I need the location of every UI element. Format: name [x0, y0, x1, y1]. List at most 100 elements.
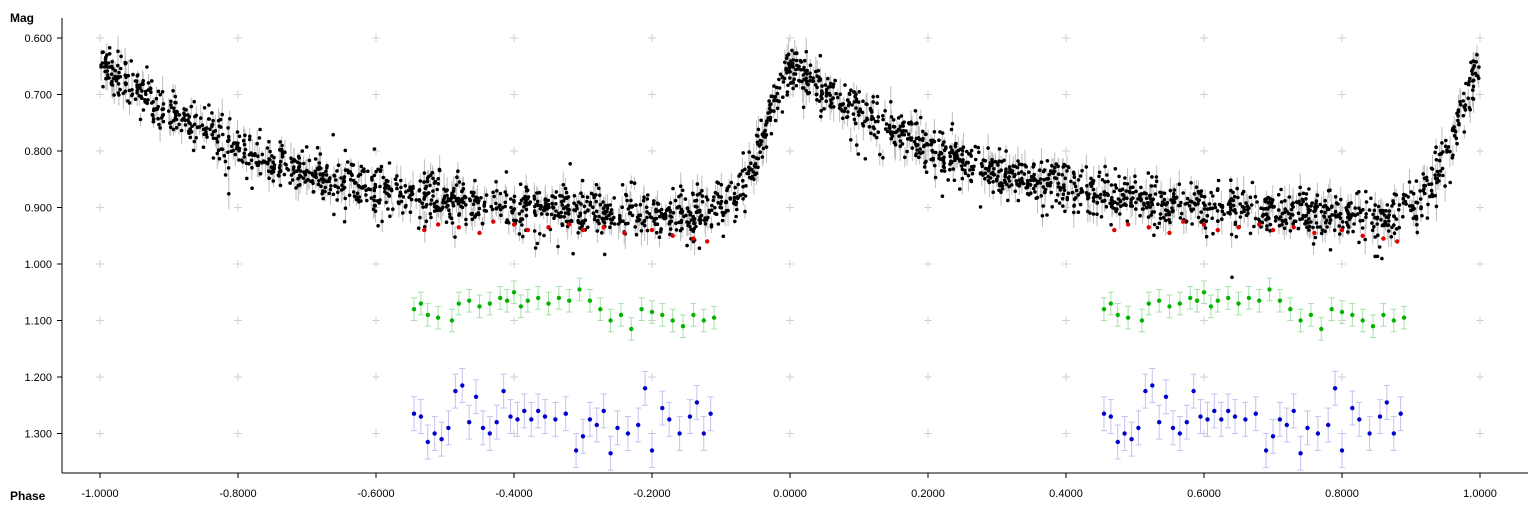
- data-point: [764, 123, 768, 127]
- data-point: [328, 187, 333, 192]
- data-point: [740, 169, 745, 173]
- data-point: [638, 213, 643, 217]
- data-point: [919, 151, 923, 156]
- data-point: [973, 157, 978, 162]
- data-point: [1308, 312, 1314, 318]
- x-tick-label: 0.2000: [911, 488, 945, 500]
- data-point: [255, 163, 260, 167]
- data-point: [294, 186, 298, 190]
- data-point: [582, 204, 587, 209]
- data-point: [487, 431, 492, 436]
- data-point: [401, 195, 406, 199]
- data-point: [109, 82, 114, 87]
- data-point: [482, 200, 487, 205]
- data-point: [824, 99, 828, 103]
- data-point: [1364, 212, 1368, 216]
- data-point: [556, 244, 560, 249]
- data-point: [852, 90, 857, 94]
- data-point: [1042, 190, 1047, 195]
- data-point: [1455, 111, 1459, 116]
- data-point: [1154, 179, 1159, 184]
- data-point: [210, 111, 214, 115]
- data-point: [793, 51, 797, 56]
- data-point: [593, 214, 597, 219]
- data-point: [188, 127, 192, 131]
- data-point: [1149, 213, 1153, 217]
- data-point: [797, 79, 802, 83]
- data-point: [695, 205, 699, 209]
- data-point: [192, 99, 196, 104]
- data-point: [820, 84, 824, 88]
- data-point: [420, 201, 425, 206]
- data-point: [813, 83, 818, 87]
- data-point: [1112, 189, 1116, 194]
- data-point: [915, 121, 919, 125]
- data-point: [532, 194, 536, 199]
- data-point: [573, 448, 579, 453]
- data-point: [1385, 203, 1390, 207]
- data-point: [601, 206, 606, 211]
- data-point: [1097, 170, 1102, 175]
- data-point: [1313, 235, 1318, 240]
- data-point: [1117, 188, 1122, 192]
- data-point: [342, 219, 347, 224]
- data-point: [569, 219, 573, 223]
- data-point: [608, 217, 613, 221]
- data-point: [699, 213, 704, 218]
- data-point: [133, 97, 138, 101]
- data-point: [949, 127, 954, 132]
- data-point: [1172, 197, 1176, 202]
- data-point: [1111, 205, 1115, 210]
- data-point: [518, 201, 522, 206]
- data-point: [360, 169, 365, 173]
- data-point: [173, 100, 177, 105]
- data-point: [1201, 218, 1206, 222]
- data-point: [1070, 190, 1075, 195]
- data-point: [214, 136, 219, 141]
- data-point: [1267, 200, 1271, 204]
- data-point: [747, 165, 751, 169]
- data-point: [1390, 204, 1394, 208]
- data-point: [1037, 168, 1042, 172]
- data-point: [609, 221, 614, 225]
- series-green: [410, 277, 1408, 341]
- data-point: [997, 159, 1001, 163]
- data-point: [435, 315, 441, 320]
- data-point: [655, 222, 660, 226]
- data-point: [594, 182, 599, 187]
- data-point: [1054, 176, 1059, 181]
- data-point: [1189, 209, 1194, 213]
- data-point: [986, 146, 990, 150]
- data-point: [1150, 383, 1155, 388]
- data-point: [799, 60, 804, 64]
- data-point: [278, 183, 283, 188]
- data-point: [1297, 199, 1301, 204]
- data-point: [948, 167, 952, 172]
- data-point: [1350, 405, 1355, 411]
- data-point: [467, 298, 472, 303]
- data-point: [758, 142, 763, 146]
- data-point: [430, 170, 435, 175]
- data-point: [339, 188, 344, 192]
- data-point: [1318, 202, 1322, 207]
- data-point: [194, 113, 199, 118]
- data-point: [268, 149, 272, 154]
- data-point: [432, 431, 437, 436]
- data-point: [1066, 165, 1071, 170]
- data-point: [188, 130, 193, 134]
- data-point: [378, 184, 382, 189]
- data-point: [624, 192, 628, 197]
- data-point: [1177, 301, 1183, 306]
- data-point: [1063, 176, 1067, 181]
- data-point: [395, 174, 399, 178]
- data-point: [280, 149, 284, 153]
- data-point: [828, 104, 832, 108]
- data-point: [1121, 203, 1126, 207]
- data-point: [807, 90, 812, 95]
- data-point: [1115, 439, 1121, 445]
- data-point: [1461, 113, 1466, 118]
- data-point: [177, 122, 181, 127]
- data-point: [494, 206, 499, 211]
- data-point: [1425, 178, 1429, 183]
- data-point: [1181, 219, 1186, 224]
